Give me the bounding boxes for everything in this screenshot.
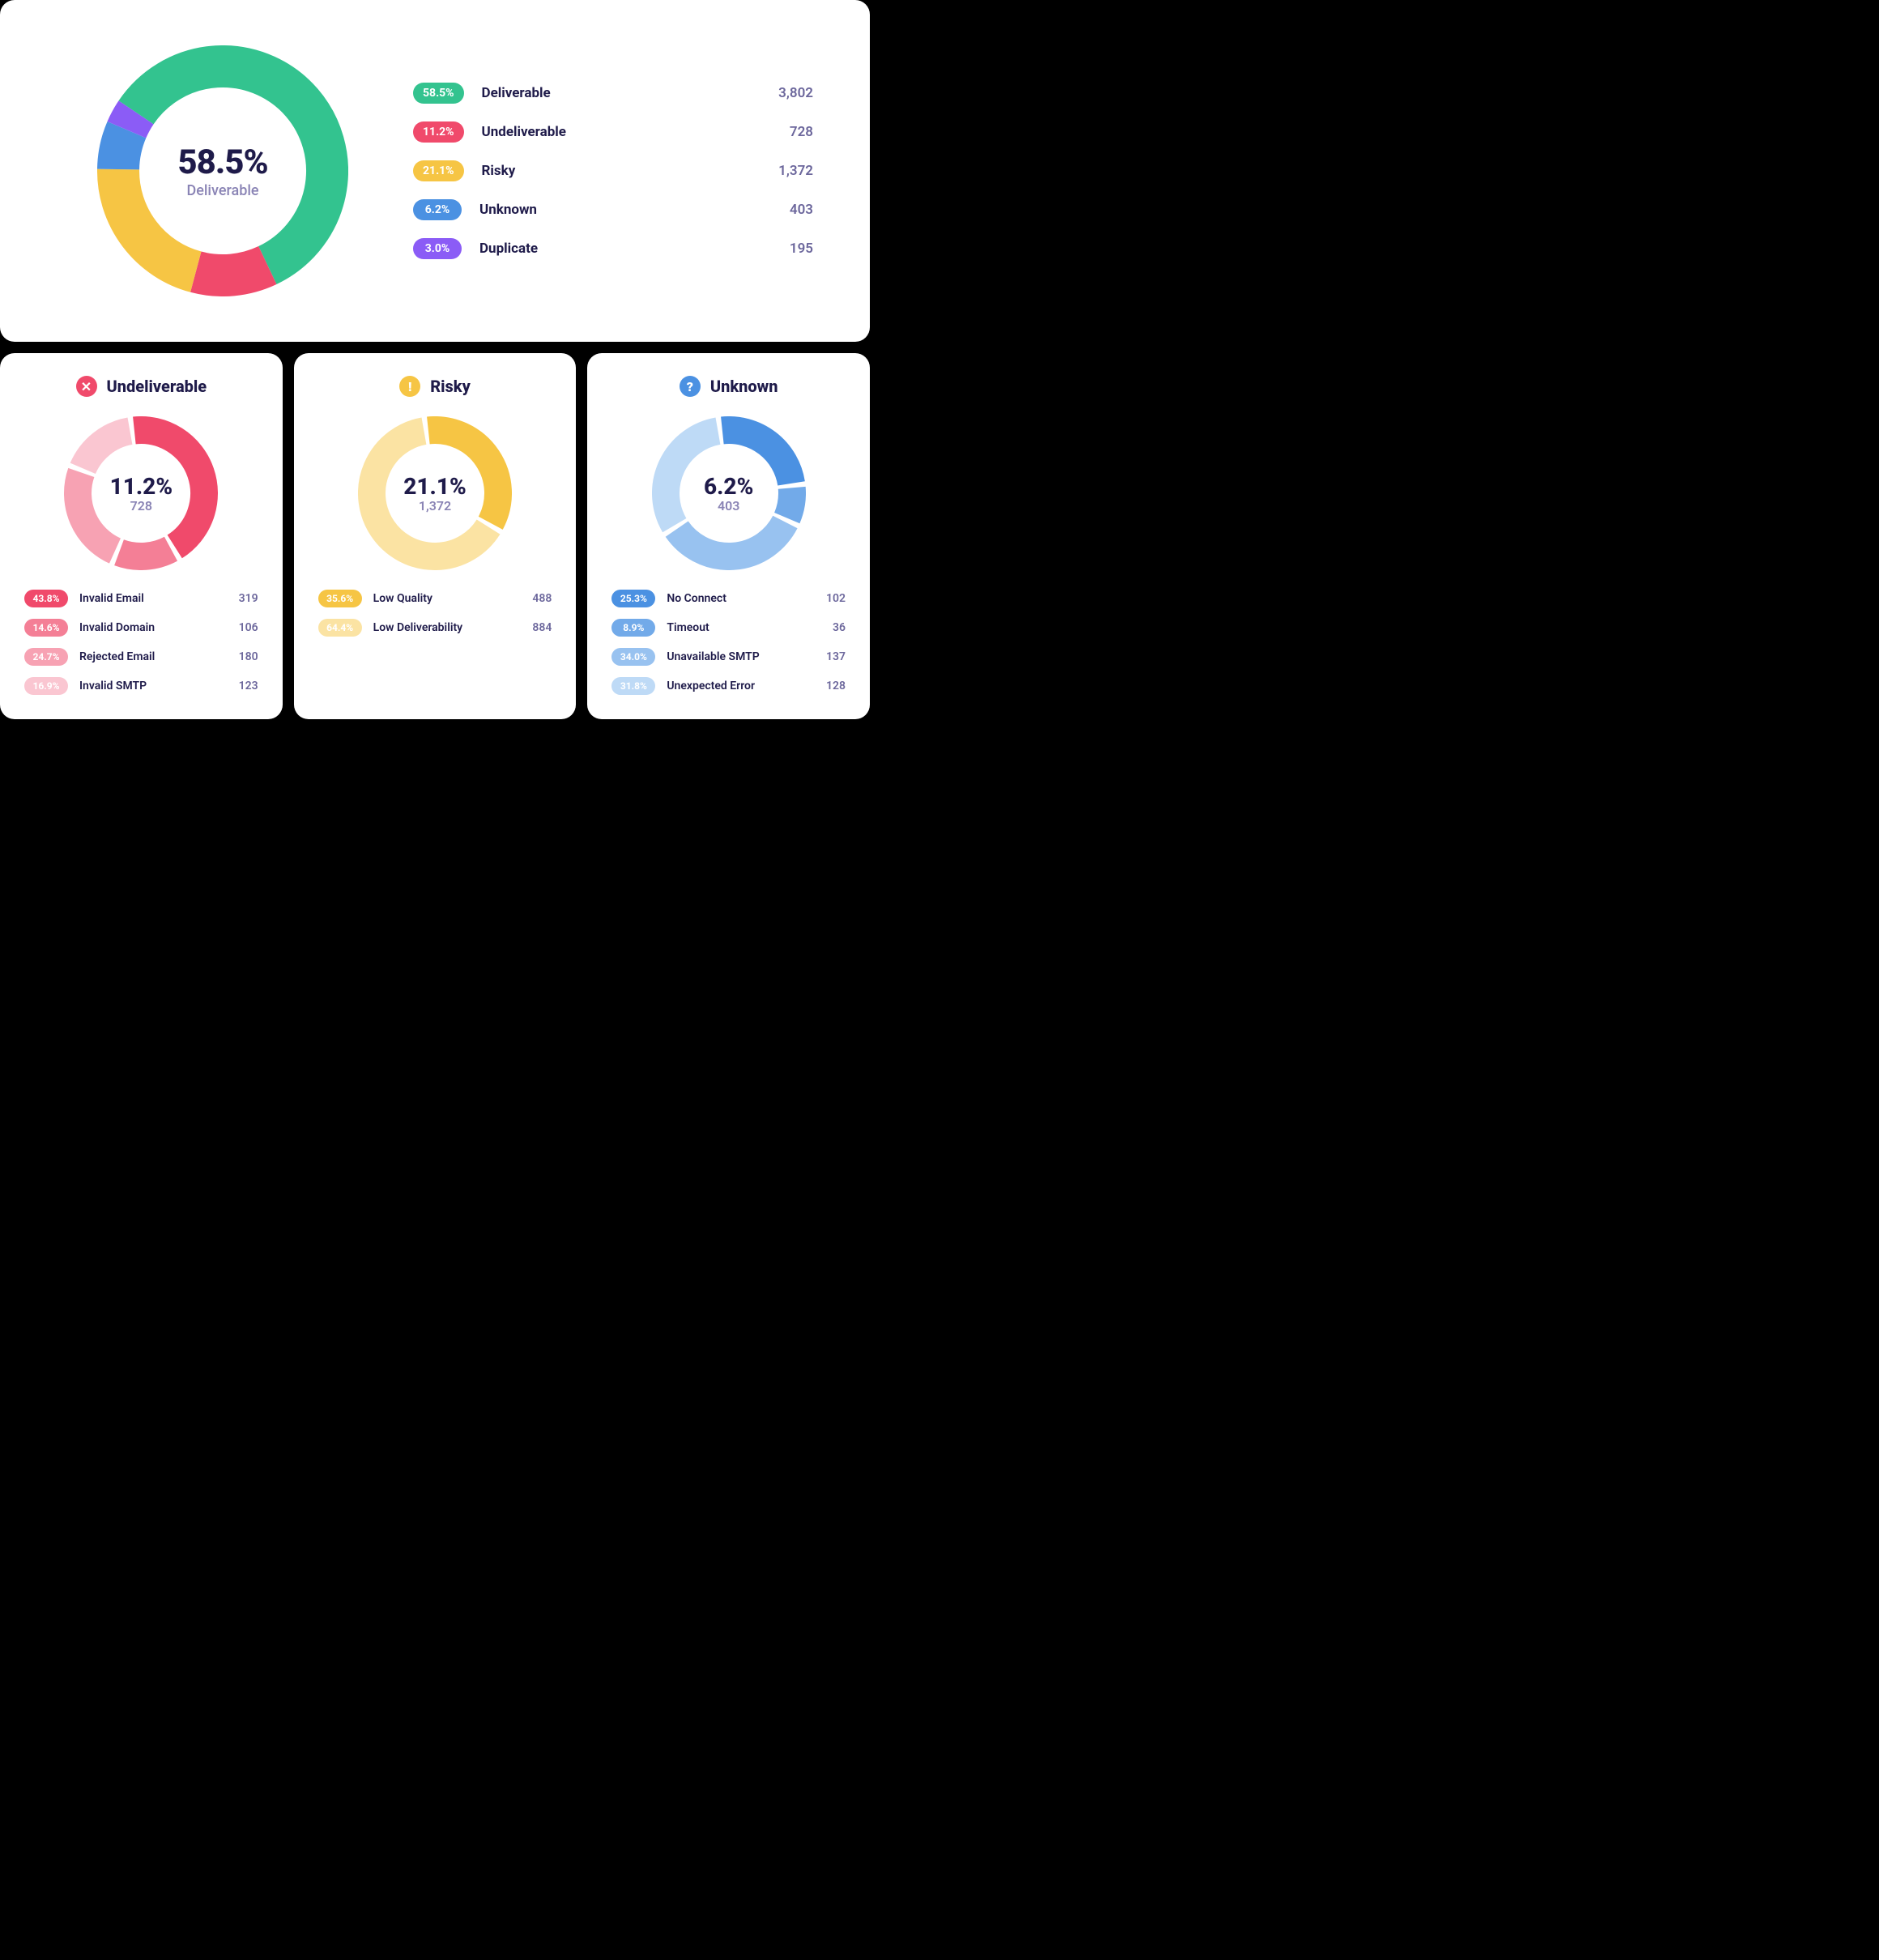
legend-pill: 6.2% — [413, 199, 462, 220]
sub-legend-pill: 34.0% — [611, 648, 655, 666]
sub-legend-row: 24.7% Rejected Email 180 — [24, 648, 258, 666]
sub-legend-row: 34.0% Unavailable SMTP 137 — [611, 648, 846, 666]
sub-center-count: 1,372 — [403, 498, 467, 513]
sub-legend-pill: 16.9% — [24, 677, 68, 695]
sub-header: ! Risky — [318, 376, 552, 397]
sub-donut-center: 21.1% 1,372 — [403, 473, 467, 513]
sub-legend-label: Timeout — [667, 621, 802, 634]
sub-legend-row: 16.9% Invalid SMTP 123 — [24, 677, 258, 695]
main-center-percent: 58.5% — [177, 143, 267, 182]
sub-legend-row: 43.8% Invalid Email 319 — [24, 590, 258, 607]
sub-legend-row: 14.6% Invalid Domain 106 — [24, 619, 258, 637]
sub-legend-row: 64.4% Low Deliverability 884 — [318, 619, 552, 637]
legend-pill: 11.2% — [413, 121, 464, 143]
legend-pill: 3.0% — [413, 238, 462, 259]
sub-legend-pill: 25.3% — [611, 590, 655, 607]
legend-pill: 58.5% — [413, 83, 464, 104]
sub-center-count: 728 — [110, 498, 173, 513]
sub-legend-count: 128 — [813, 680, 846, 692]
sub-legend-pill: 35.6% — [318, 590, 362, 607]
sub-donut-center: 11.2% 728 — [110, 473, 173, 513]
sub-legend-row: 8.9% Timeout 36 — [611, 619, 846, 637]
legend-row-deliverable: 58.5% Deliverable 3,802 — [413, 83, 813, 104]
sub-header: ✕ Undeliverable — [24, 376, 258, 397]
legend-label: Risky — [482, 163, 739, 179]
legend-row-undeliverable: 11.2% Undeliverable 728 — [413, 121, 813, 143]
legend-label: Deliverable — [482, 85, 739, 101]
sub-legend: 25.3% No Connect 102 8.9% Timeout 36 34.… — [611, 590, 846, 695]
legend-row-duplicate: 3.0% Duplicate 195 — [413, 238, 813, 259]
legend-count: 3,802 — [756, 85, 813, 101]
sub-card-undeliverable: ✕ Undeliverable 11.2% 728 43.8% Invalid … — [0, 353, 283, 719]
sub-legend: 43.8% Invalid Email 319 14.6% Invalid Do… — [24, 590, 258, 695]
main-center-label: Deliverable — [177, 182, 267, 199]
sub-legend: 35.6% Low Quality 488 64.4% Low Delivera… — [318, 590, 552, 637]
sub-legend-label: Rejected Email — [79, 650, 215, 663]
sub-legend-label: Invalid Email — [79, 592, 215, 605]
sub-title: Undeliverable — [107, 377, 207, 396]
sub-center-percent: 21.1% — [403, 473, 467, 500]
sub-legend-count: 884 — [519, 621, 552, 634]
sub-donut-center: 6.2% 403 — [704, 473, 753, 513]
sub-legend-count: 180 — [226, 650, 258, 663]
legend-label: Undeliverable — [482, 124, 739, 140]
sub-legend-pill: 24.7% — [24, 648, 68, 666]
sub-legend-label: Low Quality — [373, 592, 509, 605]
main-legend: 58.5% Deliverable 3,802 11.2% Undelivera… — [381, 83, 813, 259]
sub-legend-label: Unavailable SMTP — [667, 650, 802, 663]
sub-legend-count: 106 — [226, 621, 258, 634]
sub-title: Unknown — [710, 377, 778, 396]
unknown-icon: ? — [680, 376, 701, 397]
legend-row-unknown: 6.2% Unknown 403 — [413, 199, 813, 220]
sub-center-percent: 6.2% — [704, 473, 753, 500]
legend-label: Unknown — [479, 202, 739, 218]
sub-legend-row: 35.6% Low Quality 488 — [318, 590, 552, 607]
sub-legend-count: 36 — [813, 621, 846, 634]
main-donut-chart: 58.5% Deliverable — [97, 45, 348, 296]
legend-count: 1,372 — [756, 163, 813, 179]
legend-pill: 21.1% — [413, 160, 464, 181]
legend-count: 403 — [756, 202, 813, 218]
sub-donut-wrap: 6.2% 403 — [652, 416, 806, 570]
legend-count: 728 — [756, 124, 813, 140]
sub-legend-pill: 64.4% — [318, 619, 362, 637]
legend-row-risky: 21.1% Risky 1,372 — [413, 160, 813, 181]
sub-legend-pill: 14.6% — [24, 619, 68, 637]
sub-center-percent: 11.2% — [110, 473, 173, 500]
sub-legend-pill: 8.9% — [611, 619, 655, 637]
sub-legend-label: Low Deliverability — [373, 621, 509, 634]
legend-label: Duplicate — [479, 241, 739, 257]
sub-legend-count: 488 — [519, 592, 552, 605]
sub-legend-pill: 43.8% — [24, 590, 68, 607]
sub-title: Risky — [430, 377, 471, 396]
legend-count: 195 — [756, 241, 813, 257]
sub-card-risky: ! Risky 21.1% 1,372 35.6% Low Quality 48… — [294, 353, 577, 719]
main-donut-center: 58.5% Deliverable — [177, 143, 267, 199]
sub-cards-row: ✕ Undeliverable 11.2% 728 43.8% Invalid … — [0, 353, 870, 719]
sub-legend-count: 102 — [813, 592, 846, 605]
sub-legend-count: 123 — [226, 680, 258, 692]
sub-legend-count: 319 — [226, 592, 258, 605]
sub-legend-row: 31.8% Unexpected Error 128 — [611, 677, 846, 695]
sub-legend-label: Invalid Domain — [79, 621, 215, 634]
sub-legend-pill: 31.8% — [611, 677, 655, 695]
sub-center-count: 403 — [704, 498, 753, 513]
sub-donut-wrap: 21.1% 1,372 — [358, 416, 512, 570]
sub-legend-row: 25.3% No Connect 102 — [611, 590, 846, 607]
undeliverable-icon: ✕ — [76, 376, 97, 397]
sub-legend-count: 137 — [813, 650, 846, 663]
sub-legend-label: Unexpected Error — [667, 680, 802, 692]
sub-donut-wrap: 11.2% 728 — [64, 416, 218, 570]
sub-legend-label: No Connect — [667, 592, 802, 605]
main-summary-card: 58.5% Deliverable 58.5% Deliverable 3,80… — [0, 0, 870, 342]
sub-card-unknown: ? Unknown 6.2% 403 25.3% No Connect 102 … — [587, 353, 870, 719]
sub-legend-label: Invalid SMTP — [79, 680, 215, 692]
sub-header: ? Unknown — [611, 376, 846, 397]
risky-icon: ! — [399, 376, 420, 397]
